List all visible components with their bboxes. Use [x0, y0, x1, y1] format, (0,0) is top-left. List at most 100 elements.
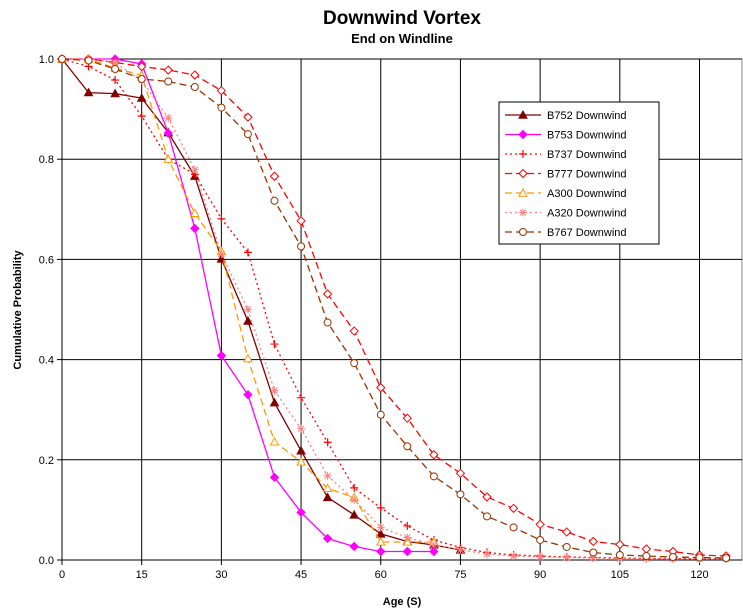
data-point	[455, 468, 466, 479]
data-point	[402, 536, 413, 546]
x-tick-label: 15	[136, 569, 148, 581]
data-point	[376, 523, 385, 532]
x-tick-label: 90	[534, 569, 546, 581]
data-point	[84, 56, 93, 65]
data-point	[189, 208, 200, 218]
data-point	[323, 471, 332, 480]
data-point	[163, 128, 173, 138]
data-point	[350, 495, 359, 504]
data-point	[83, 87, 94, 97]
data-point	[695, 553, 704, 562]
data-point	[323, 318, 332, 327]
data-point	[403, 442, 412, 451]
series-lines	[57, 53, 731, 563]
x-tick-label: 45	[295, 569, 307, 581]
y-tick-label: 0.6	[39, 254, 54, 266]
data-point	[589, 553, 598, 562]
data-point	[429, 546, 439, 557]
x-axis-label: Age (S)	[383, 596, 422, 608]
y-axis-label: Cumulative Probability	[12, 250, 24, 370]
legend-swatch-marker	[518, 129, 528, 140]
data-point	[536, 552, 545, 561]
series-a300-downwind	[57, 53, 439, 546]
data-point	[323, 438, 332, 447]
data-point	[402, 413, 413, 423]
data-point	[509, 523, 518, 532]
data-point	[217, 249, 226, 258]
y-tick-label: 0.8	[39, 154, 54, 166]
data-point	[216, 85, 227, 96]
data-point	[588, 536, 598, 547]
data-point	[111, 65, 120, 74]
data-point	[322, 492, 333, 502]
data-point	[349, 541, 359, 552]
series-line	[62, 58, 727, 560]
data-point	[243, 112, 253, 122]
data-point	[349, 509, 360, 519]
data-point	[722, 553, 731, 562]
legend-label: B777 Downwind	[547, 169, 627, 181]
series-line	[61, 58, 727, 559]
data-point	[269, 436, 280, 446]
legend-label: A300 Downwind	[547, 188, 627, 200]
y-axis-ticks: 0.0 0.2 0.4 0.6 0.8 1.0	[39, 54, 62, 567]
data-point	[429, 450, 439, 460]
data-point	[111, 76, 120, 85]
x-tick-label: 75	[454, 569, 466, 581]
legend-label: B752 Downwind	[547, 110, 627, 122]
legend: B752 Downwind B753 Downwind B737 Downwind B…	[498, 101, 660, 245]
data-point	[137, 75, 146, 84]
data-point	[562, 553, 571, 562]
data-point	[243, 248, 252, 257]
x-tick-label: 105	[611, 569, 629, 581]
x-tick-label: 120	[690, 569, 708, 581]
data-point	[322, 289, 333, 299]
data-point	[190, 223, 200, 234]
legend-swatch-marker	[519, 150, 527, 158]
data-point	[349, 326, 359, 336]
data-point	[164, 114, 173, 123]
y-tick-label: 0.2	[39, 455, 54, 467]
y-tick-label: 0.0	[39, 555, 54, 567]
data-point	[269, 171, 280, 181]
data-point	[536, 535, 545, 544]
data-point	[562, 542, 571, 551]
data-point	[190, 165, 199, 174]
data-point	[376, 503, 385, 512]
y-tick-label: 1.0	[39, 54, 54, 66]
series-line	[61, 58, 461, 551]
data-point	[589, 548, 598, 557]
data-point	[615, 550, 624, 559]
data-point	[561, 527, 572, 537]
data-point	[190, 70, 200, 80]
data-point	[403, 521, 412, 530]
legend-swatch-marker	[518, 109, 528, 119]
series-line	[61, 58, 727, 560]
legend-swatch-marker	[519, 208, 527, 217]
data-point	[163, 65, 173, 75]
data-point	[58, 55, 66, 63]
data-point	[456, 545, 465, 554]
data-point	[270, 340, 279, 349]
data-point	[535, 519, 545, 530]
x-tick-label: 60	[375, 569, 387, 581]
x-tick-label: 30	[215, 569, 227, 581]
data-point	[429, 540, 438, 549]
data-point	[350, 483, 359, 492]
data-point	[403, 533, 412, 542]
data-point	[508, 503, 519, 514]
legend-label: A320 Downwind	[547, 208, 627, 220]
data-point	[243, 389, 253, 400]
data-point	[110, 88, 120, 98]
data-point	[269, 397, 280, 407]
data-point	[296, 507, 306, 518]
legend-swatch-marker	[518, 168, 528, 179]
data-point	[482, 492, 492, 502]
data-point	[483, 549, 491, 558]
data-point	[376, 382, 386, 393]
data-point	[164, 77, 173, 86]
data-point	[297, 242, 306, 251]
data-point	[376, 546, 386, 557]
